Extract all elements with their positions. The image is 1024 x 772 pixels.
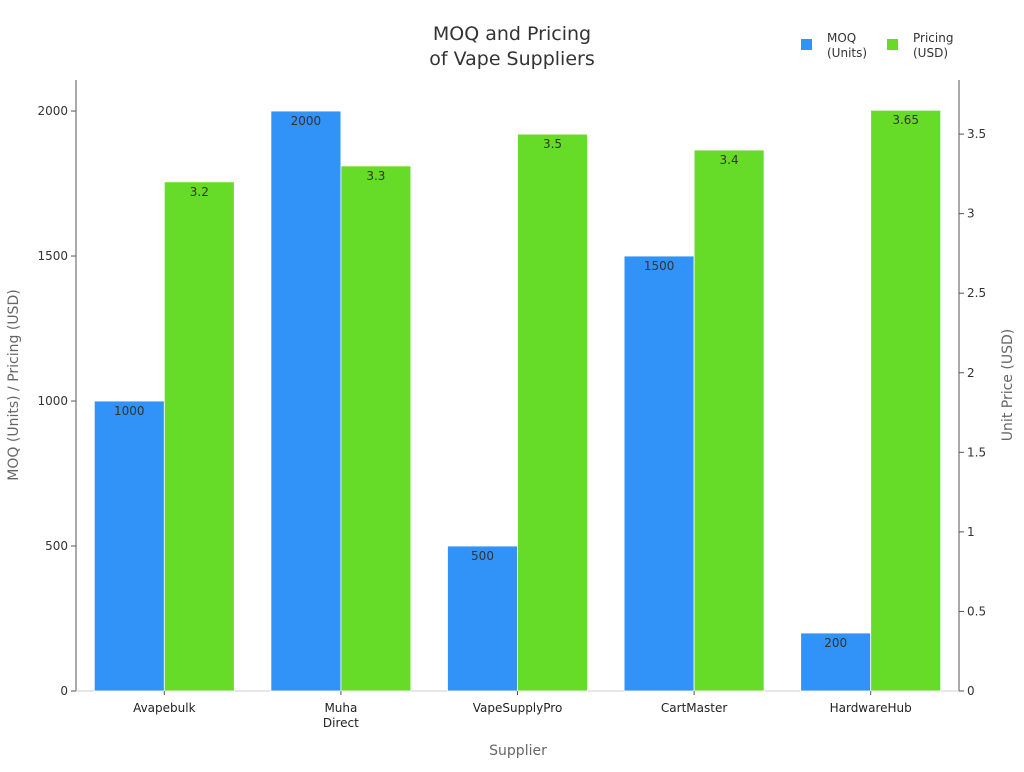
y-right-tick-label: 3.5 — [967, 127, 986, 141]
y-right-tick-label: 0 — [967, 684, 975, 698]
x-tick-label: Direct — [323, 716, 359, 730]
bar-moq — [93, 400, 165, 692]
legend-label: Pricing — [913, 31, 953, 45]
legend-label: MOQ — [827, 31, 856, 45]
y-tick-label: 2000 — [37, 104, 68, 118]
y-axis-right-label: Unit Price (USD) — [1000, 329, 1016, 441]
x-tick-label: VapeSupplyPro — [473, 701, 563, 715]
y-tick-label: 500 — [45, 539, 68, 553]
y-tick-label: 1000 — [37, 394, 68, 408]
y-tick-label: 0 — [60, 684, 68, 698]
data-label: 1000 — [114, 404, 145, 418]
data-label: 500 — [471, 549, 494, 563]
x-tick-label: Muha — [324, 701, 357, 715]
bar-pricing — [517, 133, 588, 692]
data-label: 3.5 — [543, 137, 562, 151]
data-label: 3.3 — [366, 169, 385, 183]
data-label: 3.65 — [892, 113, 919, 127]
bar-moq — [623, 255, 695, 692]
data-label: 3.4 — [720, 153, 739, 167]
x-tick-label: CartMaster — [661, 701, 727, 715]
bar-moq — [270, 110, 342, 692]
data-label: 3.2 — [190, 185, 209, 199]
y-right-tick-label: 1.5 — [967, 445, 986, 459]
y-right-tick-label: 2.5 — [967, 286, 986, 300]
chart-title: of Vape Suppliers — [429, 48, 595, 70]
x-axis-label: Supplier — [489, 743, 547, 759]
data-label: 2000 — [291, 114, 322, 128]
y-right-tick-label: 3 — [967, 207, 975, 221]
legend-swatch — [887, 39, 898, 50]
legend-label: (USD) — [913, 46, 948, 60]
bar-pricing — [693, 149, 765, 692]
bar-moq — [447, 545, 518, 692]
y-right-tick-label: 1 — [967, 525, 975, 539]
legend-label: (Units) — [827, 46, 867, 60]
data-label: 200 — [824, 636, 847, 650]
y-right-tick-label: 0.5 — [967, 604, 986, 618]
y-axis-label: MOQ (Units) / Pricing (USD) — [6, 289, 22, 480]
chart-title: MOQ and Pricing — [433, 23, 591, 45]
legend-swatch — [801, 39, 812, 50]
x-tick-label: Avapebulk — [133, 701, 196, 715]
data-label: 1500 — [644, 259, 675, 273]
y-right-tick-label: 2 — [967, 366, 975, 380]
y-tick-label: 1500 — [37, 249, 68, 263]
x-tick-label: HardwareHub — [830, 701, 912, 715]
bar-moq — [800, 632, 872, 692]
bar-pricing — [163, 181, 235, 692]
bar-pricing — [340, 165, 412, 692]
bar-pricing — [870, 109, 942, 692]
